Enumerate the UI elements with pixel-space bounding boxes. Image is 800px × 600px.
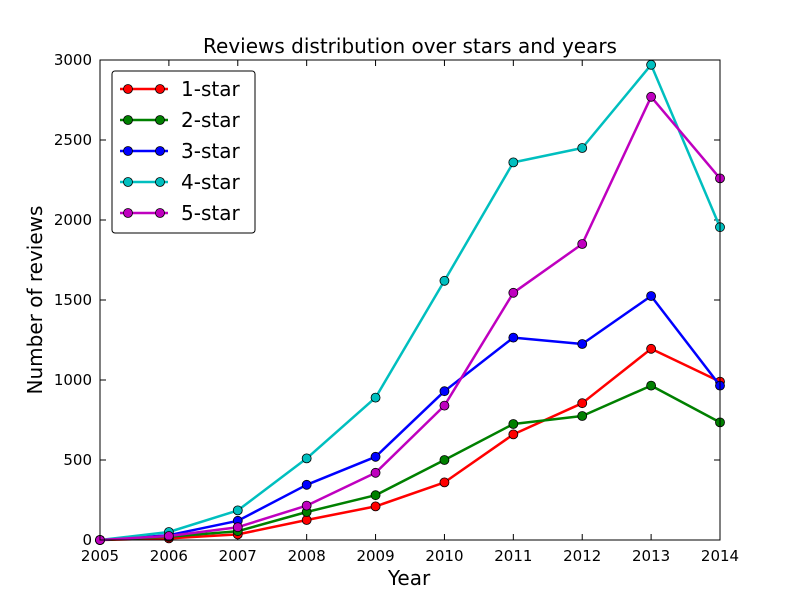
data-point-3-star xyxy=(439,386,450,397)
data-point-3-star xyxy=(646,291,657,301)
data-point-5-star xyxy=(301,500,312,511)
series-line-5-star xyxy=(99,95,721,542)
data-point-3-star xyxy=(577,339,588,349)
series-line-2-star xyxy=(99,384,721,542)
legend-marker xyxy=(123,84,133,94)
data-point-4-star xyxy=(439,275,450,286)
series-2-star xyxy=(95,380,725,545)
y-tick-label: 500 xyxy=(63,451,92,469)
x-tick-label: 2011 xyxy=(494,547,532,565)
legend-item-1-star: 1-star xyxy=(120,77,240,101)
legend-marker xyxy=(123,115,133,125)
series-layer xyxy=(95,59,725,545)
legend-marker xyxy=(123,146,133,156)
data-point-4-star xyxy=(232,505,243,516)
data-point-4-star xyxy=(370,392,381,403)
legend-item-4-star: 4-star xyxy=(120,170,240,194)
data-point-1-star xyxy=(439,477,450,488)
x-tick-label: 2012 xyxy=(563,547,601,565)
data-point-2-star xyxy=(439,455,450,465)
y-tick-label: 2000 xyxy=(54,211,92,229)
series-line-1-star xyxy=(99,347,721,542)
data-point-5-star xyxy=(439,400,450,411)
data-point-3-star xyxy=(370,451,381,462)
legend-marker xyxy=(123,208,133,218)
data-point-1-star xyxy=(646,343,657,354)
data-point-5-star xyxy=(232,522,243,533)
legend-label: 3-star xyxy=(181,139,240,163)
legend-marker xyxy=(155,177,165,187)
y-tick-label: 3000 xyxy=(54,51,92,69)
data-point-5-star xyxy=(646,91,657,102)
legend-label: 2-star xyxy=(181,108,240,132)
x-tick-label: 2007 xyxy=(219,547,257,565)
legend-marker xyxy=(155,84,165,94)
legend-marker xyxy=(155,146,165,156)
series-line-4-star xyxy=(99,63,722,542)
y-tick-label: 0 xyxy=(82,531,92,549)
legend-marker xyxy=(123,177,133,187)
data-point-3-star xyxy=(301,479,312,490)
data-point-1-star xyxy=(577,398,588,409)
x-tick-label: 2009 xyxy=(356,547,394,565)
legend-label: 4-star xyxy=(181,170,240,194)
data-point-4-star xyxy=(301,453,312,464)
data-point-5-star xyxy=(508,287,519,298)
series-line-3-star xyxy=(99,294,721,542)
data-point-4-star xyxy=(646,59,657,70)
data-point-1-star xyxy=(370,501,381,512)
legend: 1-star 2-star 3-star 4-star 5-star xyxy=(111,70,256,234)
data-point-5-star xyxy=(577,239,588,249)
x-tick-label: 2014 xyxy=(701,547,739,565)
data-point-5-star xyxy=(163,531,174,541)
legend-item-2-star: 2-star xyxy=(120,108,240,132)
tick-layer: 2005 2006 2007 2008 2009 2010 2011 2012 2013 2014… xyxy=(54,51,739,565)
y-tick-label: 1500 xyxy=(54,291,92,309)
chart-title: Reviews distribution over stars and year… xyxy=(203,34,617,58)
x-tick-label: 2008 xyxy=(288,547,326,565)
data-point-5-star xyxy=(370,467,381,478)
x-tick-label: 2013 xyxy=(632,547,670,565)
plot-frame xyxy=(99,59,721,541)
data-point-2-star xyxy=(508,419,519,429)
series-3-star xyxy=(95,291,725,545)
data-point-4-star xyxy=(577,143,588,153)
x-tick-label: 2006 xyxy=(150,547,188,565)
y-tick-label: 2500 xyxy=(54,131,92,149)
data-point-2-star xyxy=(577,411,588,421)
data-point-2-star xyxy=(370,490,381,501)
data-point-2-star xyxy=(646,380,657,391)
y-axis-label: Number of reviews xyxy=(23,206,47,395)
series-1-star xyxy=(95,343,725,545)
x-tick-label: 2005 xyxy=(81,547,119,565)
data-point-1-star xyxy=(508,429,519,440)
y-tick-label: 1000 xyxy=(54,371,92,389)
legend-box xyxy=(111,70,256,234)
data-point-4-star xyxy=(508,157,519,168)
x-tick-label: 2010 xyxy=(425,547,463,565)
legend-label: 5-star xyxy=(181,201,240,225)
legend-label: 1-star xyxy=(181,77,240,101)
x-axis-label: Year xyxy=(387,566,431,590)
legend-item-3-star: 3-star xyxy=(120,139,240,163)
data-point-3-star xyxy=(508,332,519,343)
legend-marker xyxy=(155,115,165,125)
legend-marker xyxy=(155,208,165,218)
legend-item-5-star: 5-star xyxy=(120,201,240,225)
